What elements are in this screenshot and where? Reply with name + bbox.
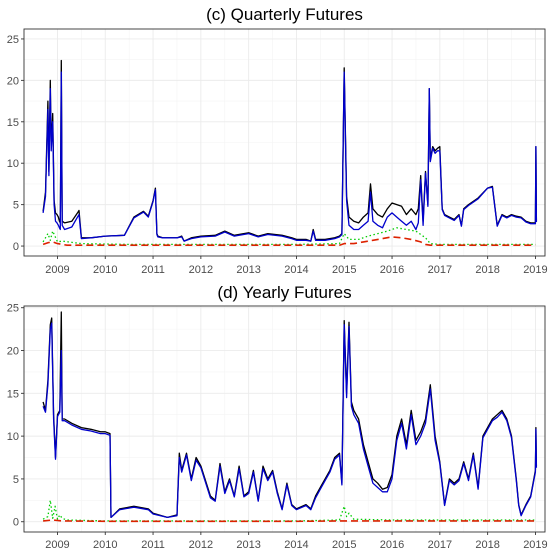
x-tick-label: 2014: [284, 264, 308, 276]
x-tick-label: 2011: [141, 264, 165, 276]
x-tick-label: 2013: [236, 539, 260, 549]
x-tick-label: 2016: [380, 264, 404, 276]
y-tick-label: 15: [7, 117, 19, 129]
x-tick-label: 2019: [523, 539, 547, 549]
x-tick-label: 2015: [332, 264, 356, 276]
x-tick-label: 2015: [332, 539, 356, 549]
y-tick-label: 25: [7, 34, 19, 46]
plot-border: [23, 28, 546, 257]
x-tick-label: 2009: [45, 539, 69, 549]
y-tick-label: 25: [7, 303, 19, 315]
panel-title: (c) Quarterly Futures: [206, 5, 363, 24]
y-tick-label: 15: [7, 388, 19, 400]
series-line-2: [42, 71, 538, 242]
x-tick-label: 2016: [380, 539, 404, 549]
x-tick-label: 2009: [45, 264, 69, 276]
x-tick-label: 2018: [475, 539, 499, 549]
series-line-4: [42, 236, 536, 246]
x-tick-label: 2014: [284, 539, 308, 549]
y-tick-label: 10: [7, 431, 19, 443]
panel-title: (d) Yearly Futures: [217, 283, 351, 302]
y-tick-label: 5: [13, 200, 19, 212]
x-tick-label: 2018: [475, 264, 499, 276]
y-tick-label: 0: [13, 517, 19, 529]
y-tick-label: 20: [7, 75, 19, 87]
x-tick-label: 2011: [141, 539, 165, 549]
x-tick-label: 2019: [523, 264, 547, 276]
y-tick-label: 0: [13, 241, 19, 253]
y-tick-label: 10: [7, 158, 19, 170]
x-tick-label: 2010: [93, 264, 117, 276]
x-tick-label: 2012: [189, 539, 213, 549]
x-tick-label: 2013: [236, 264, 260, 276]
x-tick-label: 2012: [189, 264, 213, 276]
plot-border: [23, 305, 546, 533]
x-tick-label: 2017: [428, 539, 452, 549]
y-tick-label: 5: [13, 474, 19, 486]
series-line-2: [42, 322, 538, 519]
x-tick-label: 2010: [93, 539, 117, 549]
series-line-4: [43, 519, 536, 523]
y-tick-label: 20: [7, 346, 19, 358]
x-tick-label: 2017: [428, 264, 452, 276]
